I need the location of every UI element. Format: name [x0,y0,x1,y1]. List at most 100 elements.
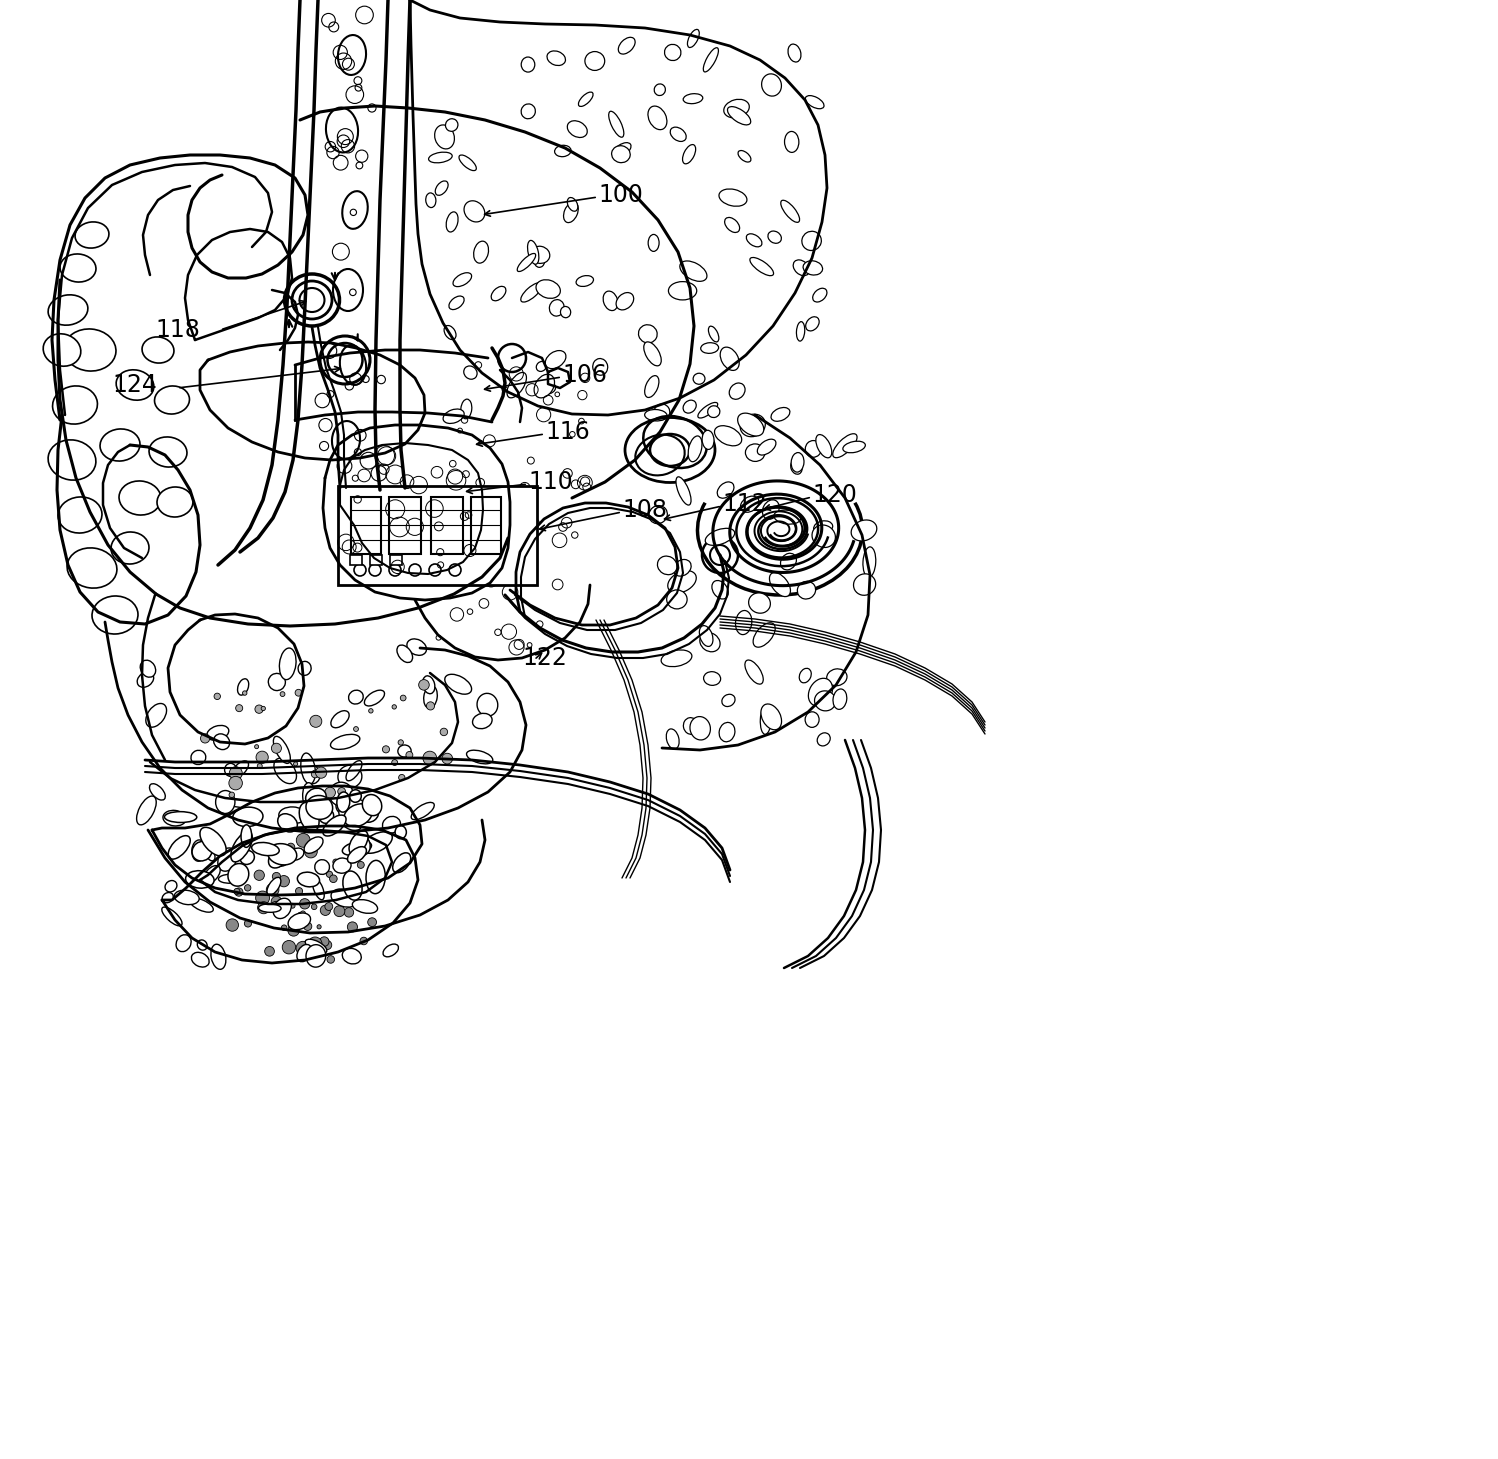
Ellipse shape [205,848,216,861]
Circle shape [304,922,312,931]
Ellipse shape [298,661,312,676]
Ellipse shape [142,337,174,363]
Circle shape [286,843,295,851]
Circle shape [327,871,333,877]
Ellipse shape [665,44,682,61]
Ellipse shape [843,441,866,452]
Ellipse shape [604,292,617,311]
Circle shape [337,788,346,795]
Ellipse shape [410,802,434,820]
FancyBboxPatch shape [431,498,463,554]
Ellipse shape [655,404,670,420]
Ellipse shape [770,572,791,597]
Ellipse shape [148,436,187,467]
Ellipse shape [619,38,635,54]
Ellipse shape [724,99,749,118]
Ellipse shape [345,804,372,827]
Ellipse shape [694,374,706,384]
Ellipse shape [364,808,379,823]
Ellipse shape [491,286,506,301]
Ellipse shape [806,317,819,331]
Text: 122: 122 [521,646,566,670]
Ellipse shape [683,93,703,104]
Ellipse shape [792,260,809,276]
Ellipse shape [774,511,800,524]
Circle shape [322,941,331,950]
Circle shape [354,727,358,731]
Circle shape [309,937,322,951]
Ellipse shape [527,241,539,264]
Circle shape [316,767,327,778]
Circle shape [255,870,264,880]
Circle shape [345,907,354,918]
Ellipse shape [342,948,361,964]
Circle shape [369,709,373,713]
Ellipse shape [806,96,824,109]
Text: 100: 100 [598,182,643,207]
Circle shape [318,925,321,929]
Ellipse shape [616,293,634,309]
Ellipse shape [407,639,427,655]
Ellipse shape [445,674,472,694]
Ellipse shape [673,559,691,576]
Ellipse shape [303,782,316,810]
Ellipse shape [801,232,821,251]
Circle shape [391,760,397,766]
Ellipse shape [304,837,324,854]
Ellipse shape [162,893,174,903]
Circle shape [229,776,243,789]
Ellipse shape [718,481,734,498]
Circle shape [229,766,243,779]
Circle shape [300,899,310,909]
Ellipse shape [506,372,526,398]
Ellipse shape [343,871,363,900]
Circle shape [271,902,280,912]
Ellipse shape [466,750,493,765]
Ellipse shape [668,570,697,592]
Ellipse shape [192,842,213,861]
Ellipse shape [268,843,297,865]
Ellipse shape [154,387,189,414]
Circle shape [234,889,240,894]
Ellipse shape [346,760,363,781]
Ellipse shape [521,283,542,302]
Circle shape [235,705,243,712]
Ellipse shape [192,840,205,861]
Ellipse shape [728,107,750,125]
Ellipse shape [521,57,535,71]
Ellipse shape [700,626,713,646]
Circle shape [279,875,289,887]
Ellipse shape [780,553,797,570]
Circle shape [244,919,252,926]
Ellipse shape [304,765,321,783]
Circle shape [261,706,265,711]
Ellipse shape [578,92,593,107]
Ellipse shape [349,789,361,802]
Ellipse shape [791,460,801,474]
Ellipse shape [274,737,291,763]
Ellipse shape [668,282,697,301]
Circle shape [382,746,389,753]
Ellipse shape [547,51,565,66]
Ellipse shape [349,690,363,705]
Text: 118: 118 [154,318,199,341]
Ellipse shape [136,797,156,824]
Ellipse shape [712,581,728,600]
Circle shape [442,753,452,765]
Ellipse shape [138,673,154,687]
Ellipse shape [289,813,315,829]
Ellipse shape [719,722,736,741]
Ellipse shape [297,944,312,961]
Circle shape [321,905,331,915]
Ellipse shape [273,899,291,919]
FancyBboxPatch shape [351,498,380,554]
Ellipse shape [683,400,697,413]
Ellipse shape [452,273,472,286]
Ellipse shape [240,851,255,864]
Ellipse shape [722,694,736,706]
Circle shape [243,692,247,696]
Ellipse shape [771,407,789,422]
Circle shape [258,902,270,913]
Ellipse shape [472,713,493,728]
Ellipse shape [436,181,448,196]
